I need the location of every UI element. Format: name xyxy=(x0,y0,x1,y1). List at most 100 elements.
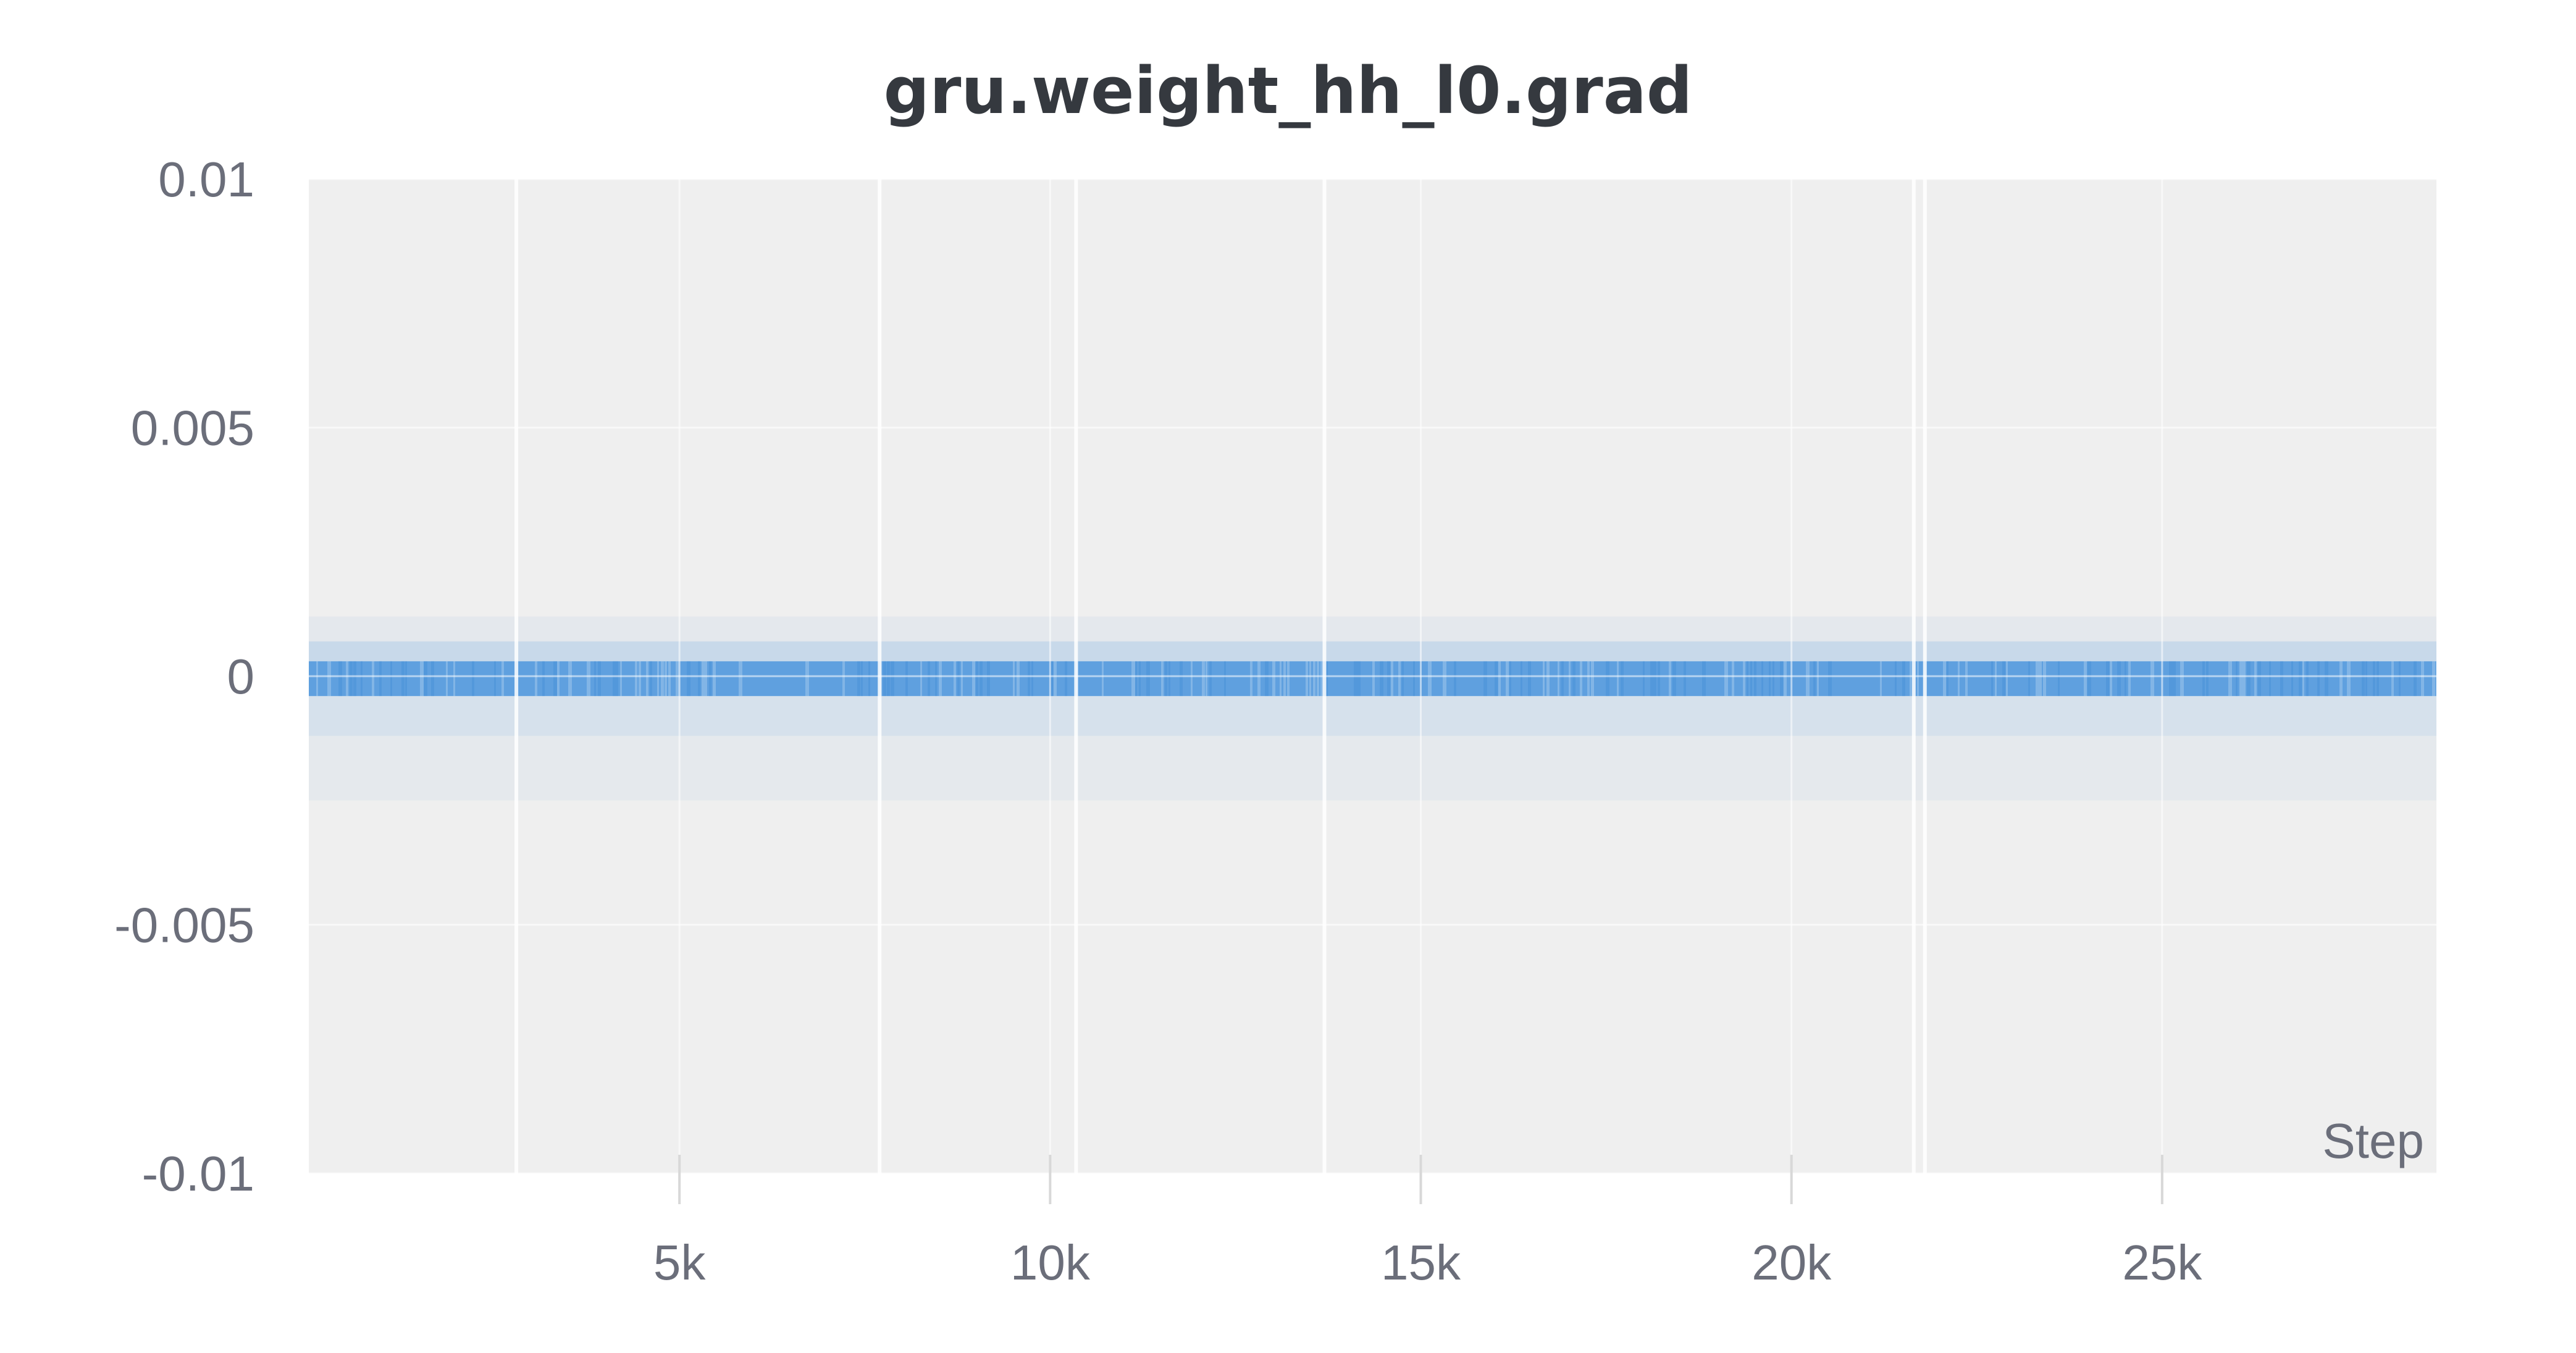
step-stripe xyxy=(1206,661,1207,697)
step-stripe xyxy=(1743,661,1745,697)
step-stripe xyxy=(920,661,922,697)
step-stripe xyxy=(1146,661,1150,697)
step-stripe xyxy=(446,661,448,697)
step-stripe xyxy=(861,661,863,697)
step-stripe xyxy=(1773,661,1774,697)
step-stripe xyxy=(1828,661,1832,697)
density-band-0 xyxy=(309,661,2436,697)
step-stripe xyxy=(891,661,894,697)
step-stripe xyxy=(2365,661,2367,697)
y-tick-label: -0.01 xyxy=(142,1146,254,1201)
step-stripe xyxy=(2347,661,2351,697)
step-stripe xyxy=(2228,661,2232,697)
step-stripe xyxy=(665,661,667,697)
step-stripe xyxy=(1672,661,1676,697)
step-stripe xyxy=(1995,661,1997,697)
step-stripe xyxy=(401,661,405,697)
step-stripe xyxy=(1391,661,1393,697)
step-stripe xyxy=(587,661,590,697)
step-stripe xyxy=(568,661,572,697)
step-stripe xyxy=(957,661,960,697)
step-stripe xyxy=(687,661,690,697)
step-stripe xyxy=(2243,661,2246,697)
step-stripe xyxy=(1506,661,1509,697)
density-band-4 xyxy=(309,735,2436,801)
x-tick-label: 5k xyxy=(653,1235,706,1290)
step-stripe xyxy=(650,661,652,697)
step-stripe xyxy=(2291,661,2293,697)
y-tick-label: -0.005 xyxy=(114,898,254,953)
step-stripe xyxy=(2084,661,2087,697)
x-axis-label: Step xyxy=(2322,1113,2424,1168)
density-bands xyxy=(309,616,2436,801)
step-stripe xyxy=(535,661,537,697)
step-stripe xyxy=(2028,661,2030,697)
step-stripe xyxy=(1165,661,1167,697)
step-stripe xyxy=(2280,661,2283,697)
step-stripe xyxy=(1817,661,1819,697)
step-stripe xyxy=(598,661,601,697)
step-stripe xyxy=(2306,661,2309,697)
step-stripe xyxy=(805,661,809,697)
step-stripe xyxy=(1991,661,1993,697)
step-stripe xyxy=(976,661,978,697)
step-stripe xyxy=(1780,661,1783,697)
step-stripe xyxy=(2002,661,2005,697)
step-stripe xyxy=(372,661,374,697)
step-stripe xyxy=(1483,661,1487,697)
step-stripe xyxy=(1209,661,1212,697)
step-stripe xyxy=(1617,661,1619,697)
step-stripe xyxy=(2377,661,2379,697)
step-stripe xyxy=(594,661,596,697)
step-stripe xyxy=(2339,661,2343,697)
step-stripe xyxy=(2039,661,2042,697)
step-stripe xyxy=(2106,661,2110,697)
step-stripe xyxy=(1257,661,1261,697)
step-stripe xyxy=(1065,661,1067,697)
step-stripe xyxy=(1880,661,1882,697)
step-stripe xyxy=(635,661,637,697)
step-stripe xyxy=(1784,661,1787,697)
step-stripe xyxy=(705,661,707,697)
step-stripe xyxy=(542,661,545,697)
step-stripe xyxy=(2299,661,2302,697)
step-stripe xyxy=(1250,661,1252,697)
step-stripe xyxy=(1428,661,1432,697)
step-stripe xyxy=(1380,661,1383,697)
y-tick-label: 0.005 xyxy=(131,401,254,456)
step-stripe xyxy=(2043,661,2046,697)
density-band-1 xyxy=(309,641,2436,661)
step-stripe xyxy=(1684,661,1686,697)
step-stripe xyxy=(972,661,975,697)
step-stripe xyxy=(472,661,474,697)
step-stripe xyxy=(1402,661,1404,697)
step-stripe xyxy=(709,661,711,697)
step-stripe xyxy=(353,661,356,697)
step-stripe xyxy=(494,661,496,697)
step-stripe xyxy=(1528,661,1531,697)
step-stripe xyxy=(1224,661,1226,697)
step-stripe xyxy=(1357,661,1361,697)
step-stripe xyxy=(702,661,705,697)
y-axis-ticks: 0.01 0.005 0 -0.005 -0.01 xyxy=(114,152,254,1201)
step-stripe xyxy=(405,661,407,697)
step-stripe xyxy=(361,661,363,697)
step-stripe xyxy=(620,661,622,697)
step-stripe xyxy=(390,661,392,697)
step-stripe xyxy=(557,661,560,697)
step-stripe xyxy=(1013,661,1015,697)
step-stripe xyxy=(1643,661,1645,697)
x-tick-label: 20k xyxy=(1752,1235,1832,1290)
step-stripe xyxy=(1309,661,1311,697)
step-stripe xyxy=(2391,661,2394,697)
step-stripe xyxy=(1050,661,1053,697)
step-stripe xyxy=(2399,661,2401,697)
step-stripe xyxy=(2269,661,2271,697)
step-stripe xyxy=(420,661,424,697)
step-stripe xyxy=(1747,661,1748,697)
step-stripe xyxy=(616,661,618,697)
step-stripe xyxy=(2087,661,2091,697)
step-stripe xyxy=(2432,661,2435,697)
step-stripe xyxy=(739,661,742,697)
